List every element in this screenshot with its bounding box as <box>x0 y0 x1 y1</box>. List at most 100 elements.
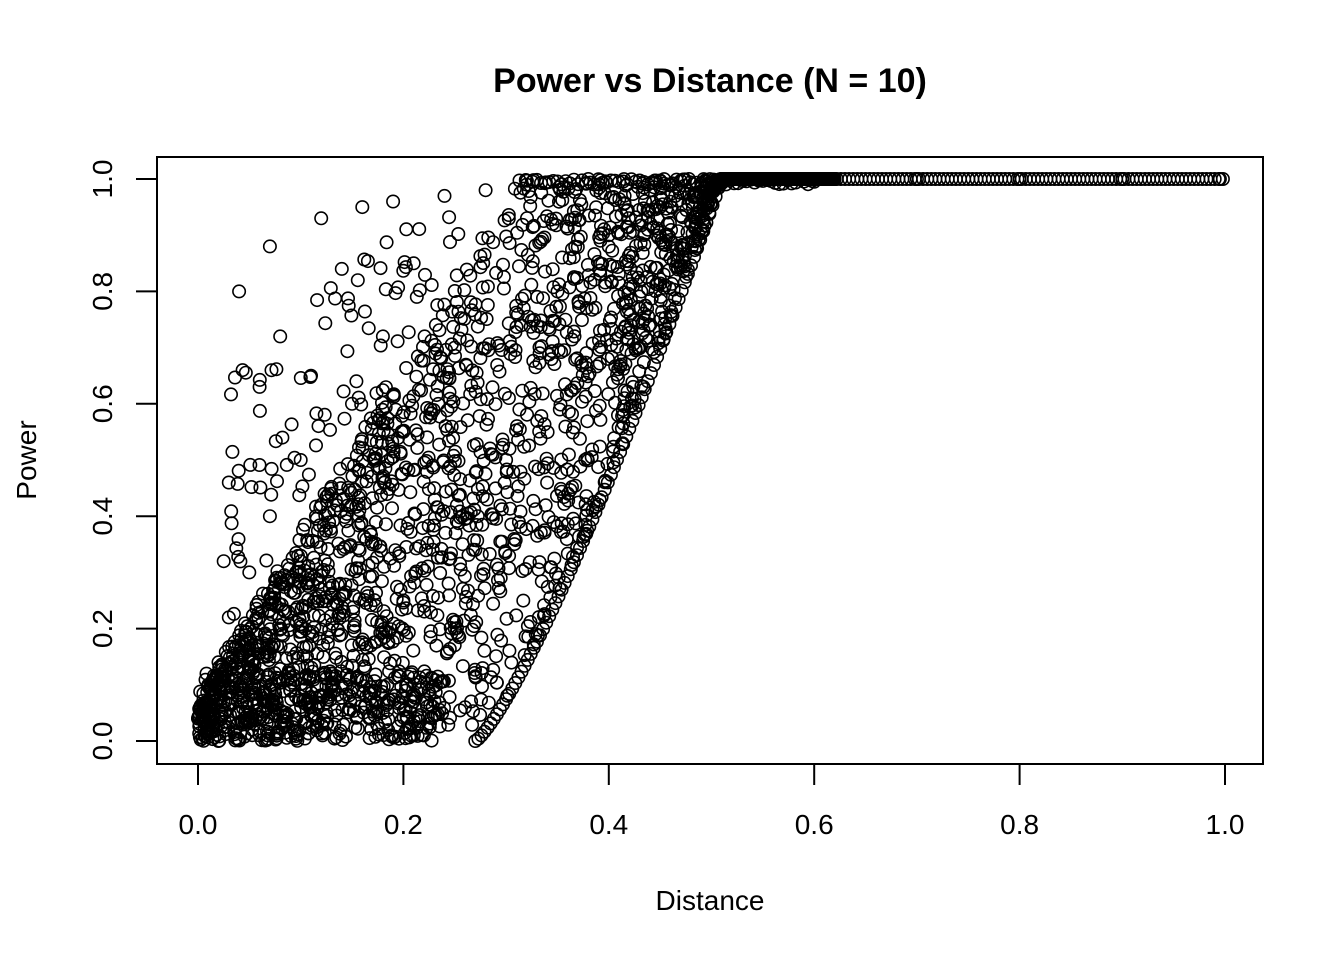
data-point <box>547 551 562 566</box>
data-point <box>539 451 554 466</box>
data-point <box>417 455 432 470</box>
data-point <box>421 482 436 497</box>
data-point <box>600 475 615 490</box>
data-point <box>593 256 608 271</box>
data-point <box>452 504 467 519</box>
data-point <box>235 363 250 378</box>
data-point <box>318 523 333 538</box>
data-point <box>201 722 216 737</box>
data-point <box>252 372 267 387</box>
data-point <box>323 692 338 707</box>
data-point <box>648 173 663 188</box>
data-point <box>232 284 247 299</box>
data-point <box>393 444 408 459</box>
data-point <box>683 258 698 273</box>
data-point <box>702 206 717 221</box>
data-point <box>428 673 443 688</box>
data-point <box>415 561 430 576</box>
data-point <box>270 724 285 739</box>
data-point <box>686 249 701 264</box>
data-point <box>532 340 547 355</box>
data-point <box>444 419 459 434</box>
data-point <box>492 364 507 379</box>
data-point <box>481 343 496 358</box>
data-point <box>616 437 631 452</box>
data-point <box>499 452 514 467</box>
data-point <box>282 561 297 576</box>
data-point <box>338 677 353 692</box>
data-point <box>532 235 547 250</box>
data-point <box>684 240 699 255</box>
data-point <box>475 489 490 504</box>
data-point <box>474 630 489 645</box>
data-point <box>442 710 457 725</box>
data-point <box>213 673 228 688</box>
data-point <box>473 350 488 365</box>
data-point <box>594 490 609 505</box>
data-point <box>528 238 543 253</box>
data-point <box>506 464 521 479</box>
data-point <box>260 649 275 664</box>
data-point <box>501 316 516 331</box>
data-point <box>532 424 547 439</box>
data-point <box>409 541 424 556</box>
data-point <box>416 502 431 517</box>
data-point <box>398 260 413 275</box>
data-point <box>268 434 283 449</box>
data-point <box>566 555 581 570</box>
data-point <box>407 575 422 590</box>
data-point <box>260 728 275 743</box>
data-point <box>262 622 277 637</box>
data-point <box>569 548 584 563</box>
data-point <box>310 293 325 308</box>
data-point <box>247 716 262 731</box>
data-point <box>203 681 218 696</box>
data-point <box>571 495 586 510</box>
data-point <box>554 177 569 192</box>
data-point <box>613 444 628 459</box>
data-point <box>499 611 514 626</box>
data-point <box>556 524 571 539</box>
data-point <box>551 589 566 604</box>
data-point <box>355 200 370 215</box>
data-point <box>463 295 478 310</box>
data-point <box>440 644 455 659</box>
data-point <box>481 695 496 710</box>
data-point <box>463 505 478 520</box>
data-point <box>537 230 552 245</box>
data-point <box>391 482 406 497</box>
data-point <box>313 540 328 555</box>
data-point <box>610 259 625 274</box>
data-point <box>514 243 529 258</box>
data-point <box>264 592 279 607</box>
data-point <box>534 409 549 424</box>
data-point <box>224 504 239 519</box>
data-point <box>542 322 557 337</box>
data-point <box>238 365 253 380</box>
data-point <box>611 288 626 303</box>
data-point <box>417 329 432 344</box>
data-point <box>206 710 221 725</box>
data-point <box>309 679 324 694</box>
data-point <box>218 703 233 718</box>
data-point <box>362 569 377 584</box>
data-point <box>307 594 322 609</box>
data-point <box>415 521 430 536</box>
data-point <box>490 573 505 588</box>
data-point <box>261 717 276 732</box>
data-point <box>293 554 308 569</box>
data-point <box>685 201 700 216</box>
data-point <box>511 432 526 447</box>
data-point <box>374 574 389 589</box>
data-point <box>446 319 461 334</box>
data-point <box>460 583 475 598</box>
data-point <box>658 238 673 253</box>
data-point <box>378 461 393 476</box>
data-point <box>564 332 579 347</box>
data-point <box>560 221 575 236</box>
data-point <box>430 298 445 313</box>
data-point <box>671 292 686 307</box>
data-point <box>371 727 386 742</box>
data-point <box>396 593 411 608</box>
data-point <box>635 326 650 341</box>
